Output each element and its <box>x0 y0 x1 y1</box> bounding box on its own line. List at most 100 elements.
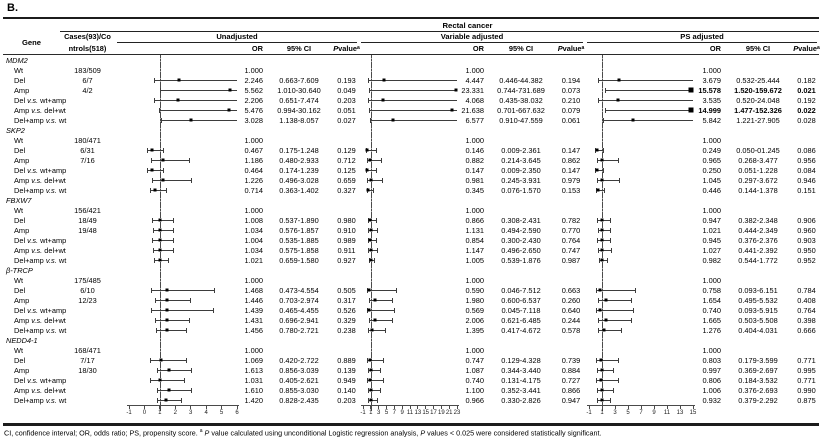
table-row: Del+amp v.s. wt 1.420 0.828-2.435 0.203 0.96… <box>3 395 819 406</box>
cases-value <box>60 375 115 385</box>
plot-area <box>589 175 693 186</box>
plot-area <box>129 135 237 146</box>
p-value-text: 0.980 <box>337 215 356 225</box>
or-marker <box>158 258 162 262</box>
cases-value-text: 168/471 <box>74 345 101 355</box>
or-value: 0.569 <box>460 305 485 315</box>
table-row: Wt 175/485 1.000 1.000 1.000 <box>3 275 819 286</box>
cases-value: 6/10 <box>60 285 115 295</box>
ci-value-text: 0.663-7.609 <box>279 75 319 85</box>
or-marker <box>369 398 373 402</box>
or-marker <box>598 308 602 312</box>
or-header-unadjusted: OR <box>251 43 263 53</box>
ci-cap-high <box>630 297 632 303</box>
ci-value <box>264 135 334 145</box>
or-value: 0.947 <box>697 215 722 225</box>
ci-cap-low <box>368 77 370 83</box>
reference-line <box>159 55 161 66</box>
table-row: Amp v.s. del+wt 1.226 0.496-3.028 0.659 0.98… <box>3 175 819 186</box>
ci-cap-low <box>152 247 154 253</box>
ci-line <box>152 179 192 181</box>
or-value: 0.146 <box>460 145 485 155</box>
p-value <box>794 135 819 145</box>
forest-plot-cell <box>115 375 239 386</box>
reference-line <box>370 125 372 136</box>
axis-tick <box>190 406 192 409</box>
plot-area <box>589 235 693 246</box>
or-marker <box>167 368 171 372</box>
reference-line <box>602 55 603 66</box>
plot-area <box>363 275 457 286</box>
p-value: 0.505 <box>334 285 359 295</box>
or-value: 1.665 <box>697 315 722 325</box>
plot-area <box>589 95 693 106</box>
cases-header-line1: Cases(93)/Co <box>64 32 111 42</box>
ci-cap-high <box>618 357 620 363</box>
ci-value: 0.495-5.532 <box>722 295 794 305</box>
forest-plot-cell <box>359 365 460 376</box>
ci-value: 0.855-3.030 <box>264 385 334 395</box>
or-marker <box>688 87 694 93</box>
cases-value: 19/48 <box>60 225 115 235</box>
p-value <box>794 275 819 285</box>
row-label: Wt <box>14 135 24 145</box>
or-value-text: 1.069 <box>244 355 264 365</box>
ci-value-text: 0.131-4.175 <box>501 375 541 385</box>
ci-cap-high <box>375 147 377 153</box>
p-value: 0.911 <box>334 245 359 255</box>
or-value-text: 1.395 <box>465 325 485 335</box>
row-label: Wt <box>14 65 24 75</box>
ci-cap-low <box>154 257 156 263</box>
cases-value: 7/17 <box>60 355 115 365</box>
ci-line <box>369 299 393 301</box>
or-value-text: 0.740 <box>465 375 485 385</box>
or-value: 0.147 <box>460 165 485 175</box>
p-value-text: 0.408 <box>797 295 816 305</box>
p-value-text: 0.327 <box>337 185 356 195</box>
or-marker <box>369 258 373 262</box>
cases-value <box>60 175 115 185</box>
forest-plot-cell <box>115 205 239 216</box>
or-value: 0.882 <box>460 155 485 165</box>
row-label: Amp <box>14 365 30 375</box>
plot-area <box>363 185 457 196</box>
table-row: Wt 168/471 1.000 1.000 1.000 <box>3 345 819 356</box>
ci-value-text: 0.129-4.328 <box>501 355 541 365</box>
forest-plot-cell <box>359 75 460 86</box>
or-value-text: 0.345 <box>465 185 485 195</box>
p-value <box>334 345 359 355</box>
axis-tick-label: -1 <box>360 409 366 416</box>
plot-area <box>589 345 693 356</box>
reference-line <box>159 125 161 136</box>
or-value-text: 1.045 <box>702 175 722 185</box>
ci-cap-high <box>603 187 605 193</box>
plot-area <box>589 135 693 146</box>
plot-area <box>363 125 457 136</box>
ci-value-text: 0.473-4.554 <box>279 285 319 295</box>
forest-plot-cell <box>359 165 460 176</box>
p-value: 0.782 <box>557 215 585 225</box>
plot-area <box>129 155 237 166</box>
p-value: 0.329 <box>334 315 359 325</box>
ci-value: 1.138-8.057 <box>264 115 334 125</box>
or-value-text: 0.146 <box>465 145 485 155</box>
ci-cap-high <box>612 387 614 393</box>
axis-tick <box>433 406 434 409</box>
ci-cap-high <box>383 357 385 363</box>
forest-plot-cell <box>115 155 239 166</box>
p-value: 0.151 <box>794 185 819 195</box>
axis-tick-label: 5 <box>219 409 224 416</box>
p-value-text: 0.022 <box>797 105 816 115</box>
ci-cap-low <box>152 237 154 243</box>
ci-cap-high <box>617 157 619 163</box>
ci-value <box>264 65 334 75</box>
or-value: 0.464 <box>239 165 264 175</box>
section-variable-adjusted: Variable adjusted <box>359 31 585 43</box>
ci-value-text: 0.045-7.118 <box>501 305 541 315</box>
or-marker <box>158 218 162 222</box>
p-value-text: 0.526 <box>337 305 356 315</box>
or-value-text: 1.000 <box>702 135 722 145</box>
plot-area <box>589 55 693 66</box>
forest-plot-cell <box>585 345 697 356</box>
p-value: 0.578 <box>557 325 585 335</box>
